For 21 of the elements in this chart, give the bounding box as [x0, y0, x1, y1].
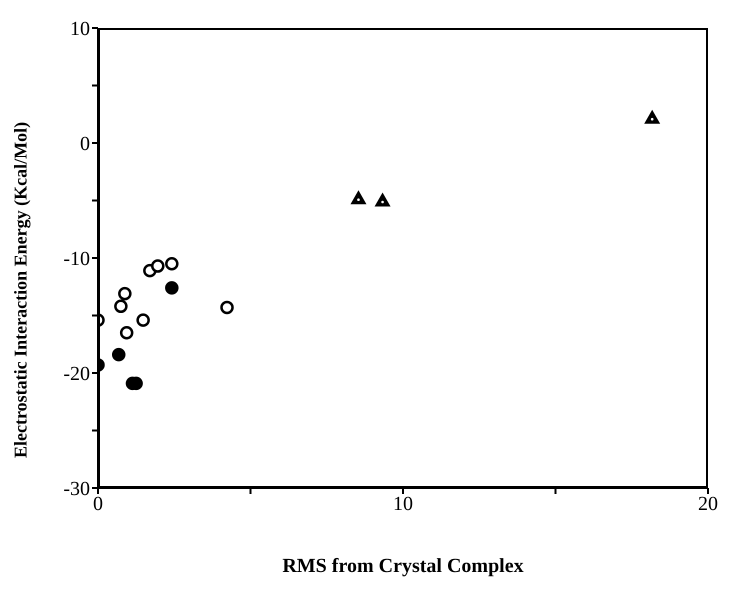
point: [112, 348, 126, 362]
point: [644, 110, 660, 124]
y-tick-label: -10: [63, 248, 90, 270]
y-tick-label: 10: [70, 18, 90, 40]
point: [136, 313, 150, 327]
y-tick-label: 0: [80, 133, 90, 156]
x-tick-label: 10: [393, 493, 413, 516]
point: [114, 300, 128, 314]
point: [165, 281, 179, 295]
x-tick-label: 20: [698, 493, 718, 516]
point: [151, 259, 165, 273]
y-axis-title: Electrostatic Interaction Energy (Kcal/Mol): [10, 122, 30, 458]
point: [350, 190, 366, 204]
point: [165, 257, 179, 270]
point: [118, 286, 132, 300]
point: [120, 326, 134, 340]
point: [220, 300, 234, 314]
x-axis-title: RMS from Crystal Complex: [282, 555, 524, 578]
point: [374, 192, 391, 206]
y-tick-label: -30: [63, 478, 90, 500]
y-tick-label: -20: [63, 363, 90, 386]
